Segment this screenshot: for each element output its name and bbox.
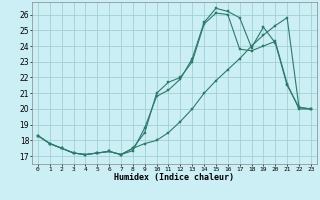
X-axis label: Humidex (Indice chaleur): Humidex (Indice chaleur) — [115, 173, 234, 182]
